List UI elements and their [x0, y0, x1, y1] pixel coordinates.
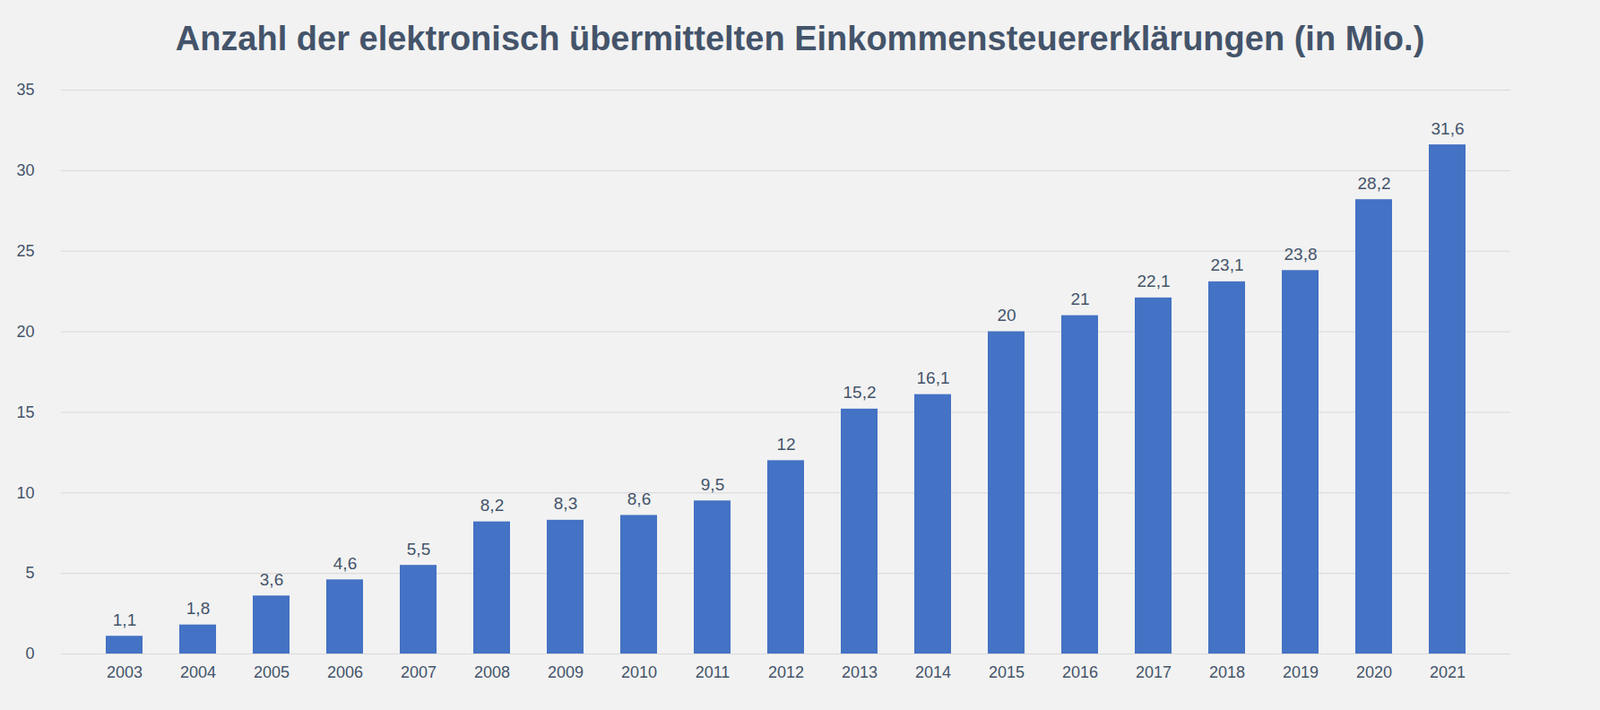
svg-text:21: 21	[1070, 289, 1090, 309]
svg-text:10: 10	[16, 484, 35, 502]
svg-text:2018: 2018	[1209, 663, 1246, 682]
svg-text:2009: 2009	[547, 663, 584, 682]
svg-text:2021: 2021	[1429, 663, 1466, 682]
svg-text:2010: 2010	[621, 663, 658, 682]
svg-text:2008: 2008	[474, 663, 511, 682]
svg-text:15,2: 15,2	[843, 382, 877, 402]
svg-text:8,2: 8,2	[480, 495, 504, 515]
svg-text:1,1: 1,1	[112, 610, 137, 630]
svg-text:2003: 2003	[106, 663, 143, 682]
svg-text:35: 35	[16, 80, 35, 99]
svg-text:0: 0	[25, 644, 35, 663]
svg-text:5: 5	[25, 563, 35, 582]
svg-text:15: 15	[16, 403, 35, 422]
svg-text:2004: 2004	[180, 663, 217, 682]
svg-text:12: 12	[776, 434, 796, 454]
html-text:Anzahl der elektronisch übermi: Anzahl der elektronisch übermittelten Ei…	[175, 19, 1425, 58]
svg-text:2017: 2017	[1135, 663, 1172, 682]
svg-text:1,8: 1,8	[186, 598, 210, 618]
svg-text:22,1: 22,1	[1137, 271, 1171, 291]
svg-text:2016: 2016	[1062, 663, 1099, 682]
svg-text:8,3: 8,3	[553, 493, 578, 513]
svg-text:2012: 2012	[768, 663, 805, 682]
svg-text:2015: 2015	[988, 663, 1025, 682]
svg-text:2020: 2020	[1356, 663, 1393, 682]
svg-text:8,6: 8,6	[627, 489, 651, 509]
svg-text:20: 20	[16, 322, 35, 341]
svg-text:23,8: 23,8	[1284, 244, 1318, 264]
svg-text:2006: 2006	[327, 663, 364, 682]
svg-text:30: 30	[16, 161, 35, 180]
svg-text:2014: 2014	[915, 663, 952, 682]
svg-text:3,6: 3,6	[259, 570, 284, 589]
svg-text:28,2: 28,2	[1357, 173, 1392, 193]
svg-text:2007: 2007	[400, 663, 437, 682]
svg-text:16,1: 16,1	[916, 368, 951, 388]
svg-text:4,6: 4,6	[333, 553, 357, 573]
svg-text:23,1: 23,1	[1210, 255, 1245, 275]
svg-text:25: 25	[16, 242, 35, 260]
svg-text:20: 20	[996, 305, 1016, 325]
svg-text:5,5: 5,5	[406, 539, 431, 559]
svg-text:2013: 2013	[841, 663, 878, 682]
svg-text:2011: 2011	[695, 663, 731, 682]
svg-text:9,5: 9,5	[700, 475, 725, 494]
svg-text:2005: 2005	[253, 663, 290, 682]
svg-text:31,6: 31,6	[1431, 119, 1465, 139]
svg-text:2019: 2019	[1282, 663, 1319, 682]
